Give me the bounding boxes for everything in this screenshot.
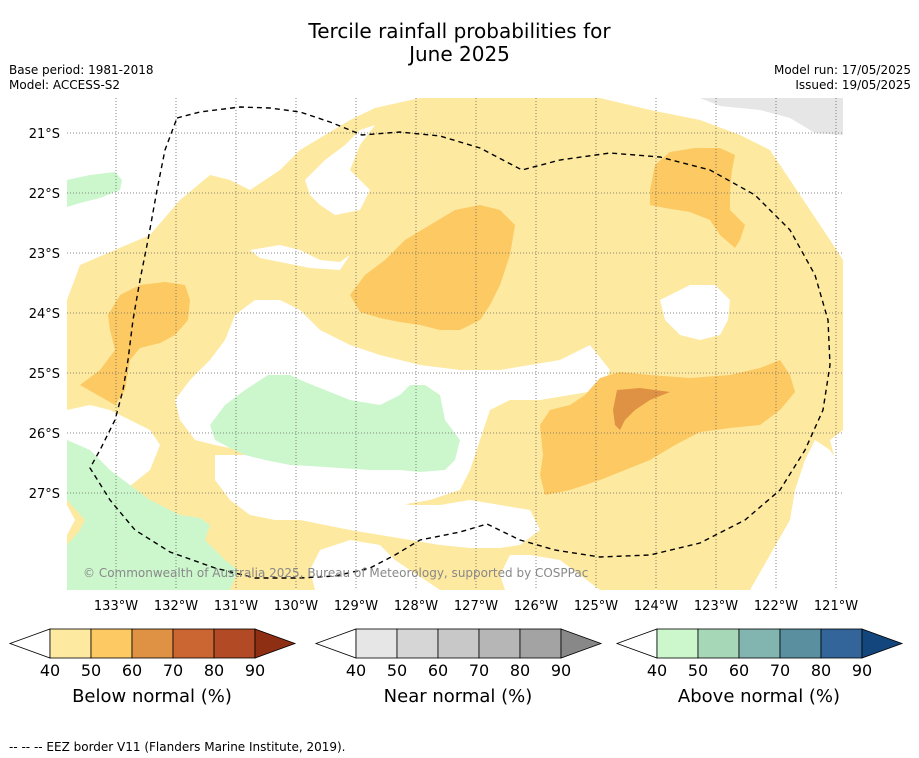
meta-right: Model run: 17/05/2025 Issued: 19/05/2025 — [774, 63, 911, 93]
colorbar-segment — [820, 628, 863, 659]
colorbar-tick-label: 60 — [122, 661, 142, 680]
normal-area — [660, 285, 730, 340]
colorbar-extend-high — [861, 628, 904, 659]
colorbar-segment — [396, 628, 439, 659]
lat-label: 26°S — [29, 427, 60, 442]
below-normal-50-60-area — [540, 360, 795, 495]
footer-legend: -- -- -- EEZ border V11 (Flanders Marine… — [9, 740, 346, 754]
lon-label: 126°W — [514, 599, 558, 614]
lat-label: 23°S — [29, 247, 60, 262]
colorbar-tick-label: 60 — [428, 661, 448, 680]
lon-label: 121°W — [814, 599, 858, 614]
colorbar-segment — [355, 628, 398, 659]
below-normal-50-60-area — [80, 282, 190, 405]
lat-label: 22°S — [29, 187, 60, 202]
above-normal-40-50-area — [67, 440, 238, 590]
colorbar-extend-high — [254, 628, 297, 659]
colorbar-segment — [131, 628, 174, 659]
colorbar-tick-label: 70 — [770, 661, 790, 680]
colorbar-segment — [779, 628, 822, 659]
colorbar-label-above: Above normal (%) — [677, 686, 841, 707]
colorbar-tick-label: 80 — [204, 661, 224, 680]
lon-label: 129°W — [334, 599, 378, 614]
near-normal-area — [700, 98, 843, 135]
normal-area — [250, 245, 350, 270]
lon-label: 128°W — [394, 599, 438, 614]
copyright-text: © Commonwealth of Australia 2025, Bureau… — [83, 566, 588, 580]
lon-label: 132°W — [154, 599, 198, 614]
colorbar-tick-label: 40 — [346, 661, 366, 680]
normal-area — [830, 430, 843, 470]
lon-label: 127°W — [454, 599, 498, 614]
colorbar-segment — [519, 628, 562, 659]
map-plot-area: © Commonwealth of Australia 2025, Bureau… — [67, 98, 843, 590]
base-period: Base period: 1981-2018 — [9, 63, 154, 77]
lat-label: 25°S — [29, 367, 60, 382]
below-normal-50-60-area — [350, 205, 515, 330]
colorbar-extend-low — [314, 628, 357, 659]
colorbar-segment — [697, 628, 740, 659]
colorbar-tick-label: 50 — [81, 661, 101, 680]
colorbar-tick-label: 40 — [647, 661, 667, 680]
colorbar-extend-high — [560, 628, 603, 659]
lat-label: 21°S — [29, 127, 60, 142]
colorbar-extend-low — [615, 628, 658, 659]
gridlines — [67, 98, 843, 590]
colorbar-segment — [172, 628, 215, 659]
below-normal-50-60-area — [650, 148, 745, 248]
colorbar-tick-label: 50 — [688, 661, 708, 680]
lat-labels: 21°S 22°S 23°S 24°S 25°S 26°S 27°S — [29, 127, 60, 502]
colorbar-tick-label: 60 — [729, 661, 749, 680]
colorbar-segment — [437, 628, 480, 659]
colorbar-tick-label: 70 — [163, 661, 183, 680]
normal-area — [67, 98, 210, 150]
colorbar-segment — [656, 628, 699, 659]
issued-date: Issued: 19/05/2025 — [795, 78, 911, 92]
lon-label: 125°W — [574, 599, 618, 614]
model-run: Model run: 17/05/2025 — [773, 63, 911, 77]
colorbar-tick-label: 50 — [387, 661, 407, 680]
colorbar-tick-label: 90 — [551, 661, 571, 680]
lon-label: 131°W — [214, 599, 258, 614]
lat-label: 24°S — [29, 307, 60, 322]
colorbar-above-normal: 40 50 60 70 80 90 — [615, 628, 904, 680]
lon-label: 124°W — [634, 599, 678, 614]
below-normal-60-70-area — [613, 388, 670, 430]
colorbar-tick-label: 90 — [852, 661, 872, 680]
colorbar-below-normal: 40 50 60 70 80 90 — [8, 628, 297, 680]
eez-border — [89, 106, 831, 579]
colorbar-near-normal: 40 50 60 70 80 90 — [314, 628, 603, 680]
colorbar-segment — [213, 628, 256, 659]
map-title-line1: Tercile rainfall probabilities for — [308, 19, 611, 43]
colorbar-label-near: Near normal (%) — [383, 686, 533, 707]
lon-label: 130°W — [274, 599, 318, 614]
lat-label: 27°S — [29, 487, 60, 502]
above-normal-40-50-area — [210, 375, 460, 472]
colorbar-segment — [49, 628, 92, 659]
colorbar-segment — [478, 628, 521, 659]
lon-label: 122°W — [754, 599, 798, 614]
map-title-line2: June 2025 — [409, 42, 510, 66]
colorbar-tick-label: 90 — [245, 661, 265, 680]
colorbar-segment — [90, 628, 133, 659]
colorbar-segment — [738, 628, 781, 659]
colorbar-extend-low — [8, 628, 51, 659]
normal-area — [215, 455, 540, 548]
colorbar-tick-label: 40 — [40, 661, 60, 680]
lon-label: 133°W — [94, 599, 138, 614]
meta-left: Base period: 1981-2018 Model: ACCESS-S2 — [9, 63, 154, 93]
normal-area — [305, 125, 375, 215]
above-normal-40-50-area — [67, 172, 122, 207]
lon-labels: 133°W 132°W 131°W 130°W 129°W 128°W 127°… — [94, 599, 858, 614]
colorbar-tick-label: 70 — [469, 661, 489, 680]
model-name: Model: ACCESS-S2 — [9, 78, 121, 92]
colorbar-label-below: Below normal (%) — [72, 686, 232, 707]
lon-label: 123°W — [694, 599, 738, 614]
colorbar-tick-label: 80 — [510, 661, 530, 680]
colorbar-tick-label: 80 — [811, 661, 831, 680]
